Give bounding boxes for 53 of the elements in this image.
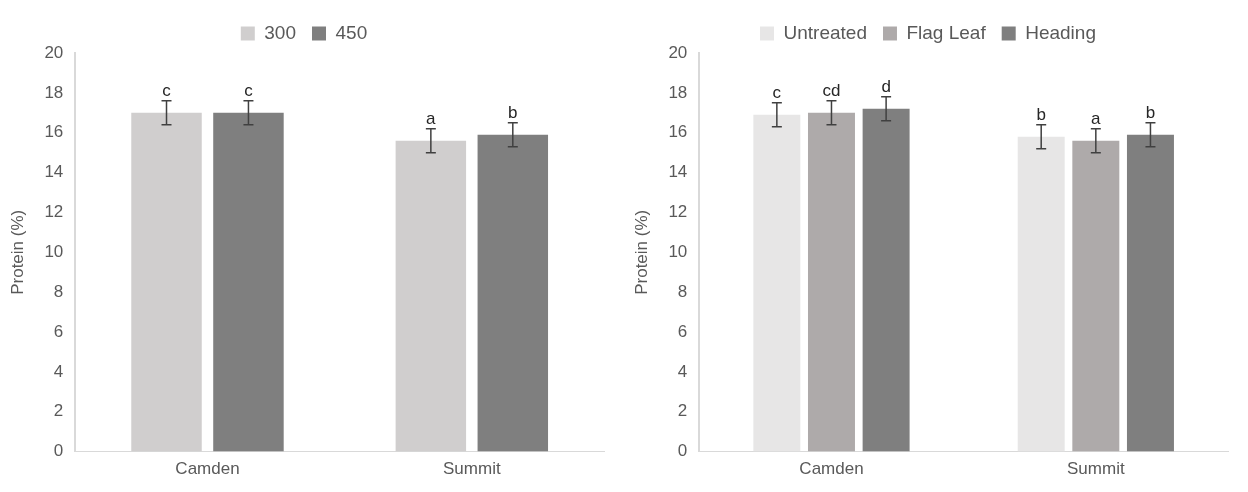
bar <box>1017 136 1065 452</box>
y-tick-label: 14 <box>668 162 688 182</box>
y-tick-label: 0 <box>53 441 64 461</box>
y-tick-label: 16 <box>668 122 688 142</box>
data-label: cd <box>822 81 841 101</box>
y-tick-label: 16 <box>44 122 64 142</box>
data-label: c <box>244 81 254 101</box>
y-tick-label: 8 <box>677 281 688 301</box>
data-label: c <box>772 83 782 103</box>
bar <box>753 114 801 452</box>
bar <box>477 134 549 452</box>
y-tick-label: 0 <box>677 441 688 461</box>
data-label: b <box>1145 102 1156 122</box>
y-tick-label: 8 <box>53 281 64 301</box>
bar <box>213 112 284 452</box>
legend-label: Heading <box>1025 21 1096 43</box>
legend-label: Flag Leaf <box>906 21 987 43</box>
y-tick-label: 18 <box>668 82 688 102</box>
x-tick-label: Camden <box>175 459 240 479</box>
legend-label: 450 <box>335 21 368 43</box>
y-tick-label: 18 <box>44 82 64 102</box>
legend-label: 300 <box>264 21 296 43</box>
data-label: d <box>881 77 891 97</box>
data-label: c <box>162 81 172 101</box>
bar <box>1072 140 1120 452</box>
x-tick-label: Summit <box>443 459 501 479</box>
data-label: b <box>1036 104 1046 124</box>
y-tick-label: 4 <box>677 361 688 381</box>
legend-label: Untreated <box>783 21 867 43</box>
y-tick-label: 10 <box>44 241 64 261</box>
y-tick-label: 4 <box>53 361 64 381</box>
bar <box>1126 134 1174 452</box>
y-tick-label: 6 <box>677 321 688 341</box>
y-tick-label: 20 <box>668 42 688 62</box>
bar <box>395 140 467 452</box>
y-tick-label: 10 <box>668 241 688 261</box>
y-axis-title: Protein (%) <box>631 209 651 295</box>
x-tick-label: Camden <box>799 459 864 479</box>
y-axis-title: Protein (%) <box>7 209 27 295</box>
data-label: a <box>1091 108 1102 128</box>
data-label: b <box>508 102 518 122</box>
y-tick-label: 2 <box>53 401 64 421</box>
y-tick-label: 6 <box>53 321 64 341</box>
data-label: a <box>426 108 437 128</box>
y-tick-label: 20 <box>44 42 64 62</box>
y-tick-label: 12 <box>668 202 688 222</box>
x-tick-label: Summit <box>1067 459 1125 479</box>
bar <box>862 108 910 452</box>
bar <box>807 112 855 452</box>
y-tick-label: 2 <box>677 401 688 421</box>
y-tick-label: 12 <box>44 202 64 222</box>
y-tick-label: 14 <box>44 162 64 182</box>
bar <box>131 112 202 452</box>
